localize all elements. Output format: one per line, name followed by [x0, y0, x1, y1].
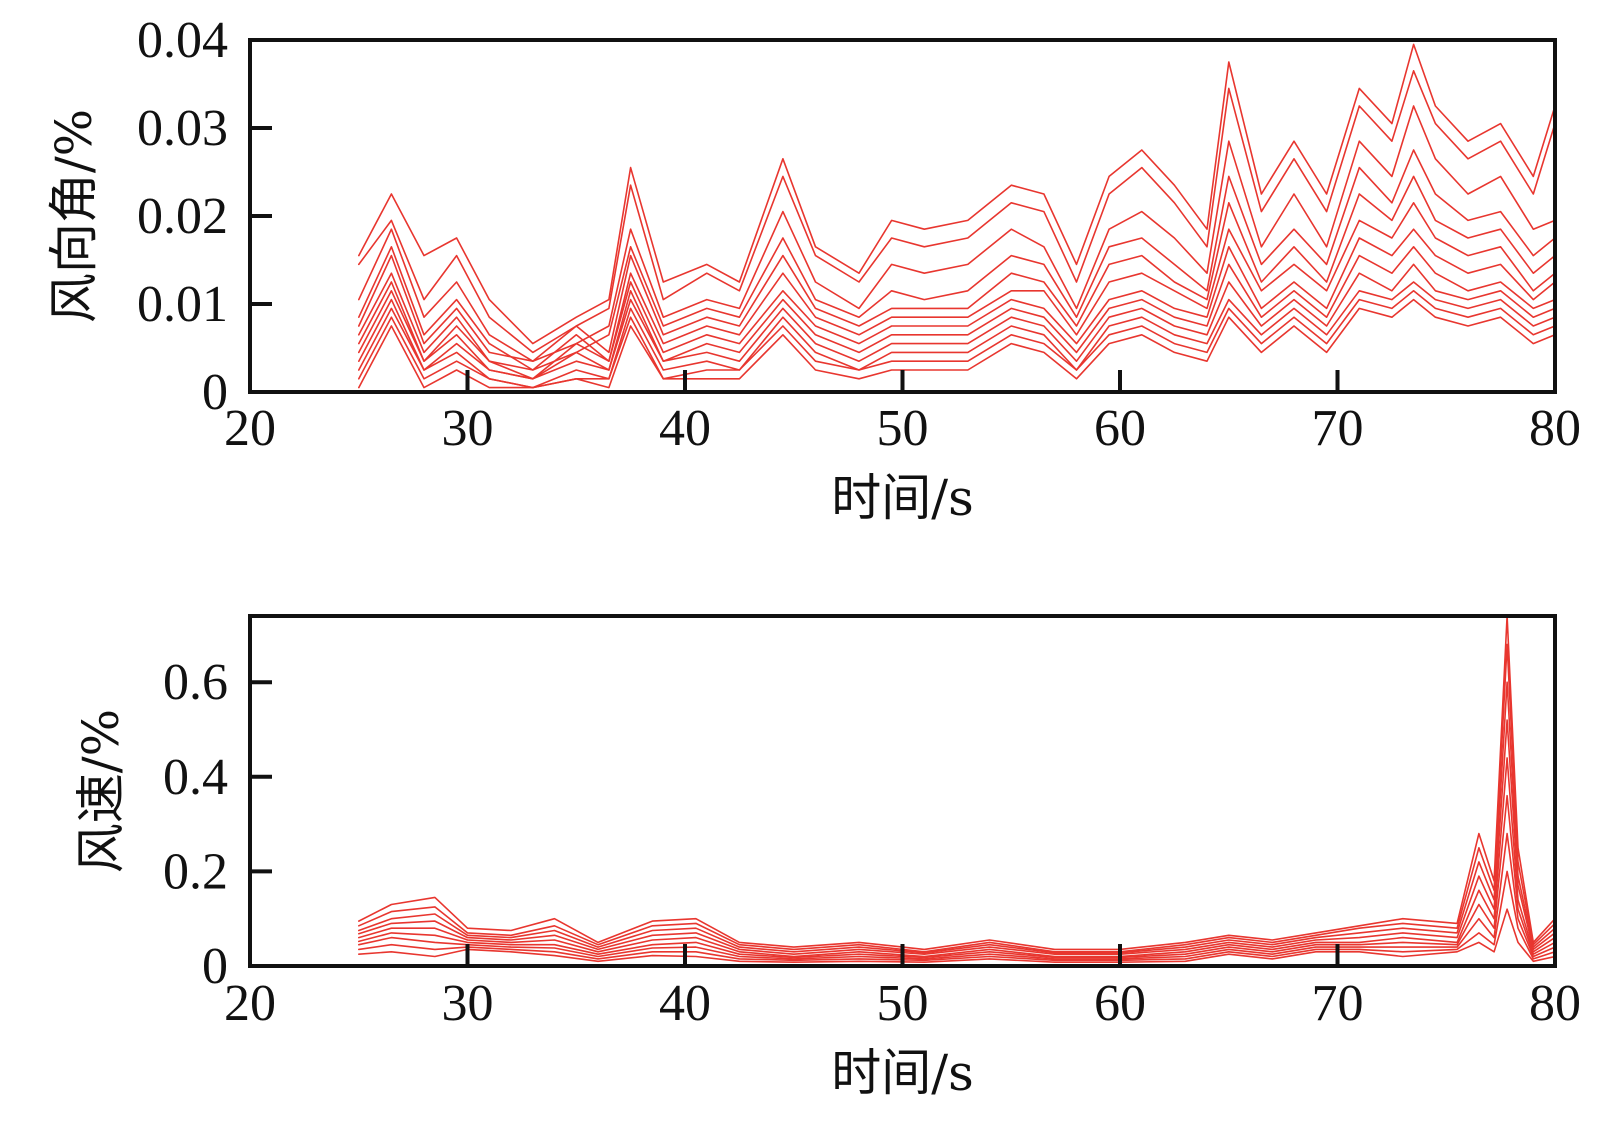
series-line-0 [358, 616, 1555, 951]
series-line-1 [358, 70, 1555, 354]
series-line-4 [358, 757, 1555, 958]
x-tick-label: 30 [442, 400, 494, 457]
x-tick-label: 80 [1529, 975, 1581, 1032]
series-group [358, 616, 1555, 963]
series-line-5 [358, 202, 1555, 371]
series-line-3 [358, 719, 1555, 955]
series-group [358, 43, 1555, 389]
plot-frame [248, 38, 1557, 394]
series-line-10 [358, 290, 1555, 389]
series-line-8 [358, 908, 1555, 963]
y-tick-label: 0.03 [137, 100, 228, 157]
series-line-2 [358, 681, 1555, 954]
x-tick-label: 40 [659, 400, 711, 457]
x-axis-label: 时间/s [831, 469, 974, 527]
x-tick-label: 60 [1094, 400, 1146, 457]
x-tick-label: 70 [1312, 975, 1364, 1032]
series-line-7 [358, 870, 1555, 962]
y-tick-label: 0.4 [163, 749, 228, 806]
y-tick-label: 0.04 [137, 12, 228, 69]
x-tick-label: 20 [224, 400, 276, 457]
series-line-9 [358, 281, 1555, 389]
series-line-11 [358, 298, 1555, 389]
x-tick-label: 20 [224, 975, 276, 1032]
series-line-4 [358, 175, 1555, 362]
series-line-1 [358, 643, 1555, 953]
series-line-8 [358, 263, 1555, 380]
y-tick-label: 0.02 [137, 188, 228, 245]
x-tick-label: 30 [442, 975, 494, 1032]
y-axis-label: 风速/% [72, 709, 130, 873]
series-line-3 [358, 149, 1555, 371]
series-line-7 [358, 246, 1555, 380]
x-tick-label: 70 [1312, 400, 1364, 457]
series-line-6 [358, 228, 1555, 380]
x-tick-label: 50 [877, 975, 929, 1032]
x-tick-label: 80 [1529, 400, 1581, 457]
chart-panel-wind-direction: 20 30 40 50 60 70 80 0 0.01 0.02 0.03 0.04 时间/s 风向角/% [45, 12, 1581, 527]
plot-frame [248, 614, 1557, 968]
y-axis-label: 风向角/% [45, 109, 103, 323]
series-line-2 [358, 105, 1555, 362]
x-axis-label: 时间/s [831, 1044, 974, 1102]
series-line-0 [358, 43, 1555, 345]
x-tick-label: 40 [659, 975, 711, 1032]
chart-panel-wind-speed: 20 30 40 50 60 70 80 0 0.2 0.4 0.6 时间/s 风速/% [72, 614, 1581, 1102]
series-line-5 [358, 794, 1555, 959]
y-tick-label: 0.01 [137, 276, 228, 333]
series-line-6 [358, 832, 1555, 960]
y-tick-label: 0 [202, 938, 228, 995]
y-tick-label: 0 [202, 364, 228, 421]
x-tick-label: 60 [1094, 975, 1146, 1032]
y-tick-label: 0.6 [163, 654, 228, 711]
y-tick-label: 0.2 [163, 843, 228, 900]
x-tick-label: 50 [877, 400, 929, 457]
